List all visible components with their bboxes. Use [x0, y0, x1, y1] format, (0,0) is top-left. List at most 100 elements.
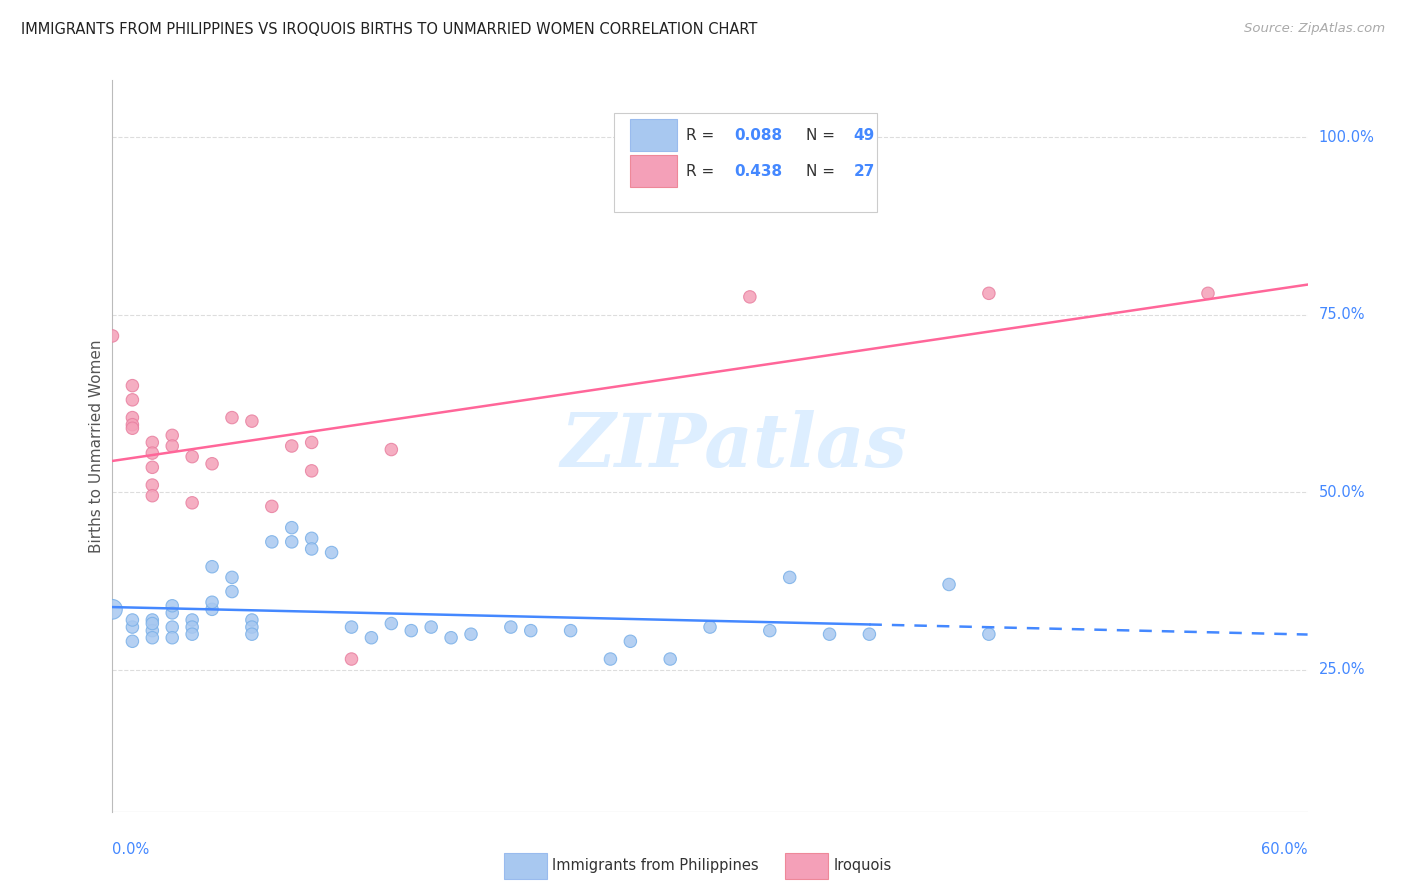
Point [162, 631, 183, 645]
Point [201, 559, 224, 574]
Point [499, 620, 522, 634]
Text: 60.0%: 60.0% [1261, 842, 1308, 857]
Point [141, 631, 163, 645]
Point [260, 534, 283, 549]
Point [779, 570, 801, 584]
Point [162, 439, 183, 453]
Point [420, 620, 443, 634]
Point [818, 627, 841, 641]
Point [181, 450, 204, 464]
Text: Iroquois: Iroquois [834, 858, 891, 873]
Point [759, 624, 782, 638]
Point [141, 460, 163, 475]
Point [659, 652, 682, 666]
Point [181, 613, 204, 627]
FancyBboxPatch shape [614, 113, 877, 212]
Point [977, 286, 1000, 301]
FancyBboxPatch shape [630, 155, 676, 187]
Point [738, 290, 761, 304]
Text: 0.088: 0.088 [734, 128, 782, 143]
Point [977, 627, 1000, 641]
Point [221, 584, 243, 599]
Point [619, 634, 641, 648]
Point [141, 489, 163, 503]
Point [301, 464, 323, 478]
Text: 50.0%: 50.0% [1319, 484, 1365, 500]
Point [141, 624, 163, 638]
Point [560, 624, 582, 638]
Point [121, 410, 143, 425]
Point [162, 599, 183, 613]
Text: R =: R = [686, 128, 720, 143]
Point [121, 392, 143, 407]
Point [281, 521, 304, 535]
Point [340, 620, 363, 634]
Point [240, 414, 263, 428]
Point [121, 417, 143, 432]
Point [699, 620, 721, 634]
Point [281, 534, 304, 549]
Point [460, 627, 482, 641]
Point [162, 428, 183, 442]
Point [181, 620, 204, 634]
Text: N =: N = [806, 163, 839, 178]
Point [121, 620, 143, 634]
Point [121, 613, 143, 627]
Text: Immigrants from Philippines: Immigrants from Philippines [553, 858, 759, 873]
Text: N =: N = [806, 128, 839, 143]
Point [141, 478, 163, 492]
Point [240, 620, 263, 634]
Point [380, 442, 402, 457]
Point [181, 627, 204, 641]
Point [520, 624, 543, 638]
Point [101, 329, 124, 343]
Point [201, 602, 224, 616]
Text: 75.0%: 75.0% [1319, 307, 1365, 322]
Point [181, 496, 204, 510]
Point [101, 602, 124, 616]
Point [301, 531, 323, 545]
Text: 0.438: 0.438 [734, 163, 782, 178]
Point [162, 620, 183, 634]
Point [221, 570, 243, 584]
Text: 100.0%: 100.0% [1319, 129, 1375, 145]
Text: ZIPatlas: ZIPatlas [561, 409, 907, 483]
Text: 25.0%: 25.0% [1319, 662, 1365, 677]
Point [121, 634, 143, 648]
Point [599, 652, 621, 666]
Text: 49: 49 [853, 128, 875, 143]
Point [1197, 286, 1219, 301]
Y-axis label: Births to Unmarried Women: Births to Unmarried Women [89, 339, 104, 553]
Text: Source: ZipAtlas.com: Source: ZipAtlas.com [1244, 22, 1385, 36]
FancyBboxPatch shape [505, 853, 547, 879]
Point [240, 613, 263, 627]
Text: 27: 27 [853, 163, 875, 178]
Point [121, 421, 143, 435]
Text: 0.0%: 0.0% [112, 842, 149, 857]
Point [141, 435, 163, 450]
Point [380, 616, 402, 631]
Point [221, 410, 243, 425]
Point [340, 652, 363, 666]
FancyBboxPatch shape [630, 119, 676, 152]
Point [440, 631, 463, 645]
Point [162, 606, 183, 620]
Point [321, 545, 343, 559]
Text: R =: R = [686, 163, 720, 178]
Point [141, 613, 163, 627]
Point [360, 631, 382, 645]
Point [240, 627, 263, 641]
Point [201, 595, 224, 609]
Point [121, 378, 143, 392]
Text: IMMIGRANTS FROM PHILIPPINES VS IROQUOIS BIRTHS TO UNMARRIED WOMEN CORRELATION CH: IMMIGRANTS FROM PHILIPPINES VS IROQUOIS … [21, 22, 758, 37]
Point [301, 435, 323, 450]
Point [281, 439, 304, 453]
Point [938, 577, 960, 591]
Point [141, 616, 163, 631]
Point [260, 500, 283, 514]
Point [141, 446, 163, 460]
Point [401, 624, 423, 638]
FancyBboxPatch shape [786, 853, 828, 879]
Point [858, 627, 880, 641]
Point [301, 541, 323, 556]
